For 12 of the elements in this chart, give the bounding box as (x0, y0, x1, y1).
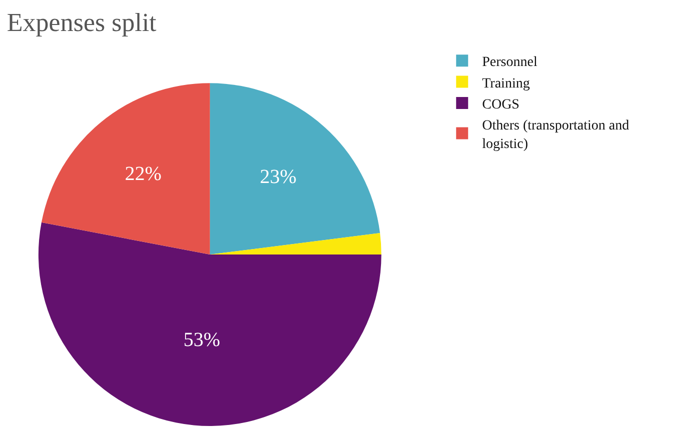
pie-slice (41, 83, 210, 255)
legend-label: Training (482, 76, 530, 92)
legend-label: COGS (482, 97, 520, 112)
data-label: 53% (183, 328, 220, 351)
legend-label: Others (transportation and logistic) (482, 118, 630, 152)
pie-slice (38, 222, 382, 426)
data-label: 23% (260, 166, 296, 188)
pie-slice (210, 83, 380, 255)
chart-title: Expenses split (6, 8, 158, 38)
data-label: 22% (124, 162, 162, 185)
pie-slice (210, 233, 382, 255)
legend-label: Personnel (482, 55, 538, 70)
